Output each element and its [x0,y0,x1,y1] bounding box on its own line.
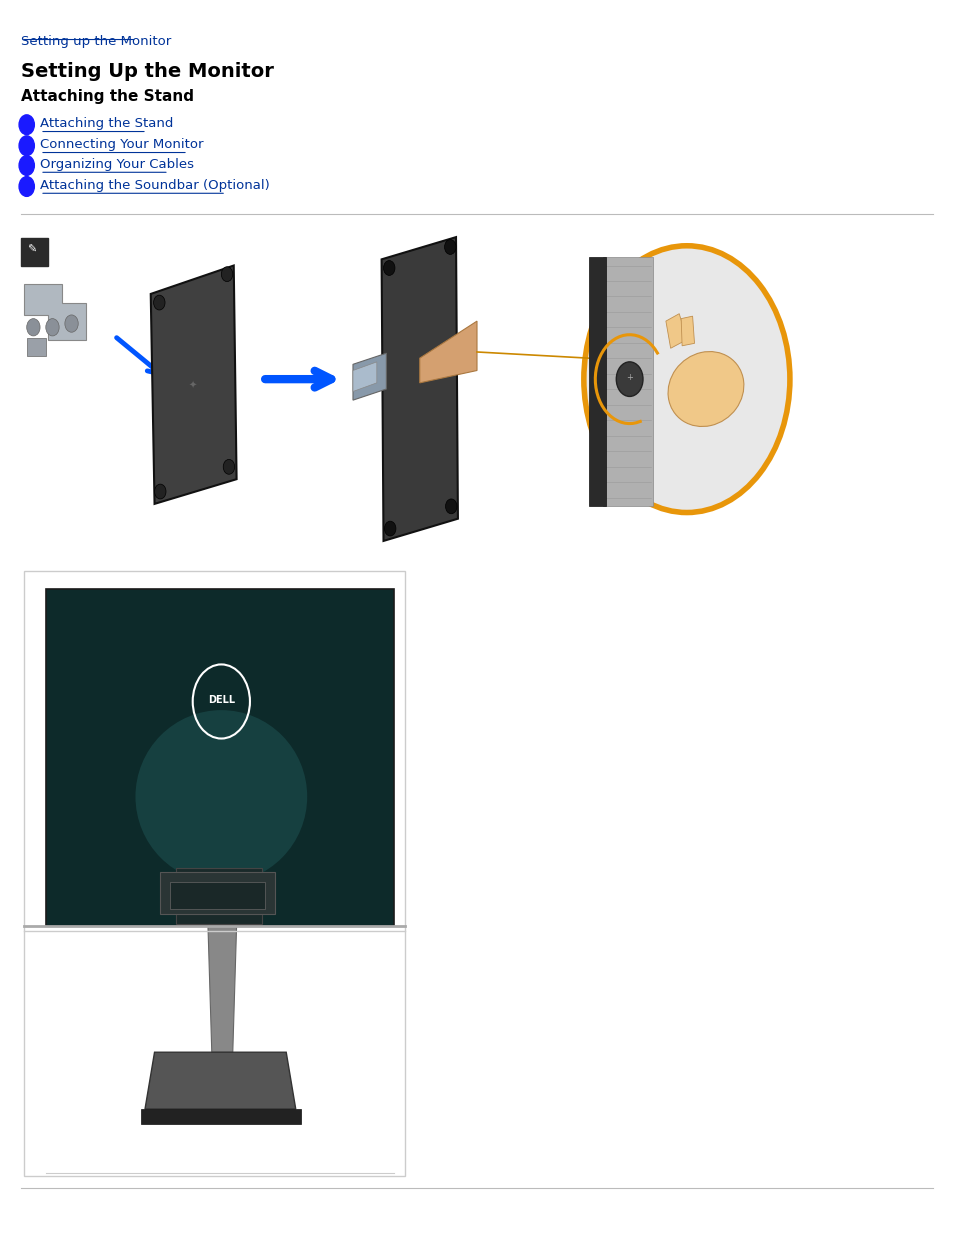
Circle shape [65,315,78,332]
Polygon shape [208,926,236,1052]
Circle shape [223,459,234,474]
Text: Attaching the Stand: Attaching the Stand [40,117,173,131]
Polygon shape [665,314,686,348]
Polygon shape [381,237,457,541]
Circle shape [27,319,40,336]
Circle shape [154,484,166,499]
Polygon shape [353,362,376,391]
Circle shape [19,115,34,135]
Polygon shape [141,1109,300,1124]
FancyBboxPatch shape [24,571,405,1176]
FancyBboxPatch shape [21,238,48,266]
FancyBboxPatch shape [170,882,265,909]
Circle shape [46,319,59,336]
FancyBboxPatch shape [602,257,652,506]
Circle shape [444,240,456,254]
Ellipse shape [667,352,743,426]
Text: Organizing Your Cables: Organizing Your Cables [40,158,193,172]
Text: +: + [625,373,633,383]
Circle shape [384,521,395,536]
Circle shape [19,156,34,175]
Circle shape [445,499,456,514]
Polygon shape [680,316,694,346]
Polygon shape [24,284,86,340]
FancyBboxPatch shape [176,868,262,924]
Circle shape [153,295,165,310]
Text: Connecting Your Monitor: Connecting Your Monitor [40,138,203,152]
Circle shape [616,362,642,396]
Polygon shape [353,353,386,400]
Text: Setting Up the Monitor: Setting Up the Monitor [21,62,274,80]
Text: ✦: ✦ [189,380,196,390]
FancyBboxPatch shape [46,589,394,926]
Text: Setting up the Monitor: Setting up the Monitor [21,35,171,48]
Polygon shape [27,338,46,356]
Circle shape [583,246,789,513]
Text: Attaching the Soundbar (Optional): Attaching the Soundbar (Optional) [40,179,270,193]
Polygon shape [419,321,476,383]
Ellipse shape [135,710,307,883]
Polygon shape [145,1052,295,1109]
Polygon shape [151,266,236,504]
FancyBboxPatch shape [588,257,605,506]
Circle shape [19,177,34,196]
Text: ✎: ✎ [27,245,36,254]
Text: DELL: DELL [208,695,234,705]
Text: Attaching the Stand: Attaching the Stand [21,89,193,104]
Circle shape [19,136,34,156]
Circle shape [383,261,395,275]
FancyBboxPatch shape [160,872,274,914]
Circle shape [221,267,233,282]
